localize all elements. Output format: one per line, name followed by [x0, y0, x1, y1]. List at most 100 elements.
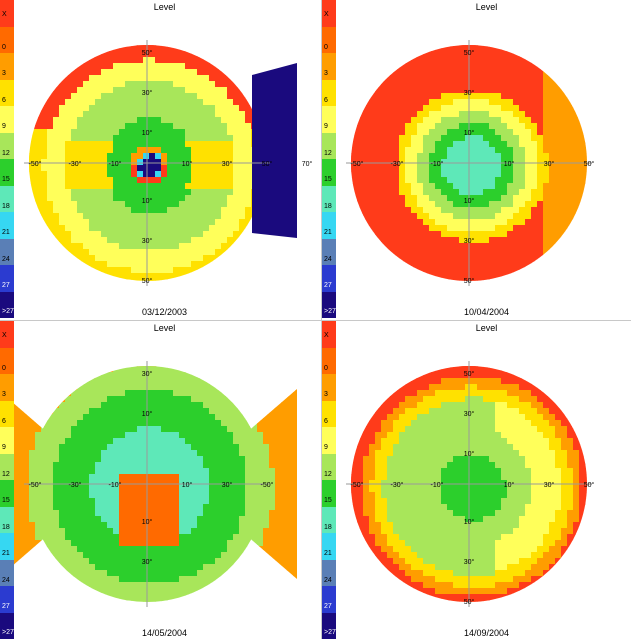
- field-cell: [519, 123, 526, 130]
- field-cell: [465, 3, 472, 10]
- field-cell: [239, 93, 246, 100]
- field-cell: [351, 141, 352, 148]
- field-cell: [29, 273, 30, 280]
- field-cell: [336, 57, 340, 64]
- field-cell: [305, 9, 312, 16]
- field-cell: [47, 153, 54, 160]
- field-cell: [29, 111, 36, 118]
- field-cell: [29, 27, 36, 34]
- field-cell: [17, 225, 24, 232]
- field-cell: [155, 315, 162, 318]
- field-cell: [119, 21, 126, 28]
- field-cell: [101, 147, 108, 154]
- field-cell: [191, 309, 198, 316]
- field-cell: [29, 237, 30, 244]
- field-cell: [35, 45, 42, 52]
- field-cell: [173, 27, 180, 34]
- field-cell: [71, 255, 78, 262]
- field-cell: [173, 123, 180, 130]
- field-cell: [429, 27, 436, 34]
- field-cell: [293, 33, 300, 40]
- field-cell: [83, 15, 90, 22]
- field-cell: [101, 57, 108, 64]
- field-cell: [609, 147, 616, 154]
- field-cell: [89, 81, 96, 88]
- field-cell: [573, 111, 580, 118]
- field-cell: [47, 303, 54, 310]
- field-cell: [627, 129, 631, 136]
- field-cell: [14, 213, 18, 220]
- field-cell: [567, 219, 574, 226]
- field-cell: [453, 189, 460, 196]
- field-cell: [167, 237, 174, 244]
- field-cell: [173, 21, 180, 28]
- field-cell: [561, 93, 568, 100]
- field-cell: [227, 111, 234, 118]
- field-cell: [131, 87, 138, 94]
- field-cell: [519, 147, 526, 154]
- field-cell: [357, 27, 364, 34]
- field-cell: [101, 243, 108, 250]
- field-cell: [77, 15, 84, 22]
- field-cell: [441, 105, 448, 112]
- field-cell: [101, 297, 108, 304]
- field-cell: [77, 309, 84, 316]
- field-cell: [47, 297, 54, 304]
- field-cell: [603, 63, 610, 70]
- field-cell: [113, 207, 120, 214]
- field-cell: [35, 57, 42, 64]
- field-cell: [471, 141, 478, 148]
- field-cell: [47, 45, 54, 46]
- field-cell: [471, 135, 478, 142]
- field-cell: [537, 57, 544, 64]
- field-cell: [555, 135, 562, 142]
- field-cell: [107, 213, 114, 220]
- field-cell: [47, 93, 54, 100]
- field-cell: [531, 93, 538, 100]
- field-cell: [239, 177, 246, 184]
- field-cell: [627, 9, 631, 16]
- field-cell: [435, 177, 442, 184]
- field-cell: [215, 177, 222, 184]
- field-cell: [453, 183, 460, 190]
- field-cell: [597, 51, 604, 58]
- field-cell: [137, 117, 144, 124]
- field-cell: [579, 105, 586, 112]
- field-cell: [483, 15, 490, 22]
- field-cell: [197, 3, 204, 10]
- field-cell: [185, 129, 192, 136]
- field-cell: [245, 201, 252, 208]
- field-cell: [71, 129, 78, 136]
- field-cell: [465, 63, 472, 70]
- field-cell: [125, 81, 132, 88]
- panel-divider-horizontal: [0, 320, 631, 321]
- field-cell: [155, 117, 162, 124]
- field-cell: [423, 27, 430, 34]
- field-cell: [101, 309, 108, 316]
- field-cell: [299, 183, 306, 190]
- field-cell: [423, 75, 430, 82]
- field-cell: [203, 189, 210, 196]
- field-cell: [107, 45, 114, 46]
- field-cell: [615, 177, 622, 184]
- field-cell: [417, 171, 424, 178]
- field-cell: [483, 105, 490, 112]
- field-cell: [399, 159, 406, 166]
- field-cell: [287, 51, 294, 58]
- field-cell: [191, 201, 198, 208]
- field-cell: [143, 219, 150, 226]
- field-cell: [435, 75, 442, 82]
- field-cell: [179, 285, 186, 292]
- field-cell: [441, 207, 448, 214]
- field-cell: [525, 135, 532, 142]
- field-cell: [17, 165, 24, 172]
- field-cell: [95, 75, 102, 82]
- field-cell: [29, 57, 30, 64]
- field-cell: [405, 81, 412, 88]
- field-cell: [375, 33, 382, 40]
- field-cell: [203, 291, 210, 298]
- field-cell: [71, 63, 78, 70]
- field-cell: [53, 63, 60, 70]
- field-cell: [513, 177, 520, 184]
- field-cell: [215, 153, 222, 160]
